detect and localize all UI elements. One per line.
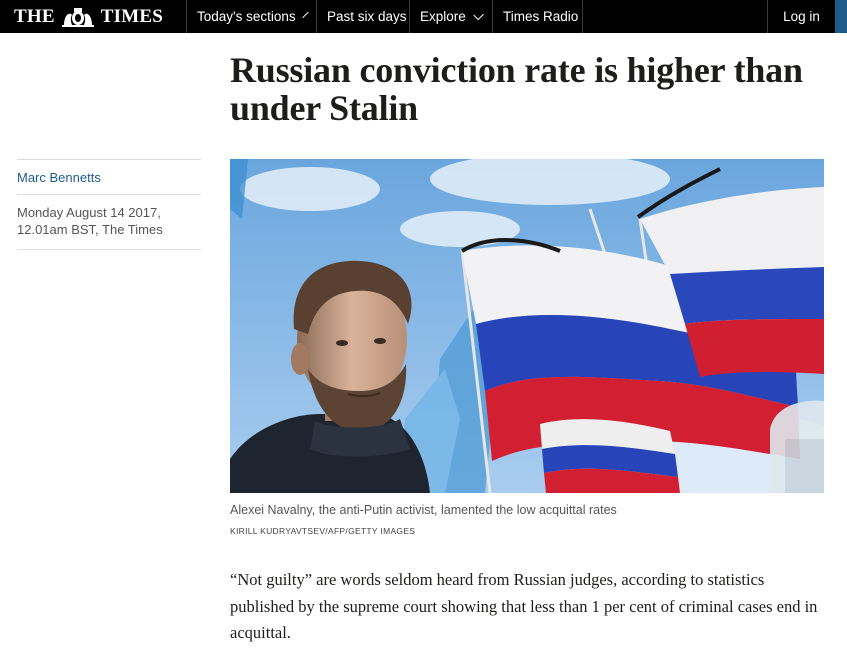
article-headline: Russian conviction rate is higher than u… xyxy=(230,50,803,128)
byline: Marc Bennetts Monday August 14 2017, 12.… xyxy=(17,159,201,250)
royal-crest-icon xyxy=(61,7,94,27)
nav-times-radio[interactable]: Times Radio xyxy=(493,0,583,33)
article-hero-image[interactable] xyxy=(230,159,824,493)
russian-flag-upper-right xyxy=(640,187,824,377)
nav-todays-sections[interactable]: Today's sections xyxy=(187,0,317,33)
publish-date-line2: 12.01am BST, The Times xyxy=(17,222,163,237)
chevron-down-icon xyxy=(302,11,309,18)
divider xyxy=(17,194,201,195)
building-dome xyxy=(770,400,824,493)
nav-past-six-days-label: Past six days xyxy=(327,9,407,24)
author-link[interactable]: Marc Bennetts xyxy=(17,170,101,185)
image-caption: Alexei Navalny, the anti-Putin activist,… xyxy=(230,503,617,517)
chevron-down-icon xyxy=(473,9,484,20)
publish-date-line1: Monday August 14 2017, xyxy=(17,205,161,220)
russian-flag-lower xyxy=(540,419,680,493)
person-alexei-navalny xyxy=(230,260,430,493)
publish-date: Monday August 14 2017, 12.01am BST, The … xyxy=(17,195,201,249)
divider xyxy=(17,159,201,160)
mourning-ribbon xyxy=(636,167,721,219)
article-body-paragraph: “Not guilty” are words seldom heard from… xyxy=(230,570,818,642)
mourning-ribbon xyxy=(460,238,561,253)
accent-strip xyxy=(835,0,847,33)
nav-past-six-days[interactable]: Past six days xyxy=(317,0,410,33)
image-credit: KIRILL KUDRYAVTSEV/AFP/GETTY IMAGES xyxy=(230,526,416,536)
nav-times-radio-label: Times Radio xyxy=(503,9,579,24)
divider xyxy=(17,249,201,250)
masthead-text-times: TIMES xyxy=(100,5,163,27)
nav-explore[interactable]: Explore xyxy=(410,0,493,33)
top-navigation: THE TIMES Today's sections Past six days… xyxy=(0,0,847,33)
login-label: Log in xyxy=(783,9,820,24)
masthead-logo[interactable]: THE TIMES xyxy=(0,0,187,33)
masthead-text-the: THE xyxy=(14,5,55,27)
login-button[interactable]: Log in xyxy=(767,0,835,33)
nav-explore-label: Explore xyxy=(420,9,466,24)
nav-todays-sections-label: Today's sections xyxy=(197,9,296,24)
